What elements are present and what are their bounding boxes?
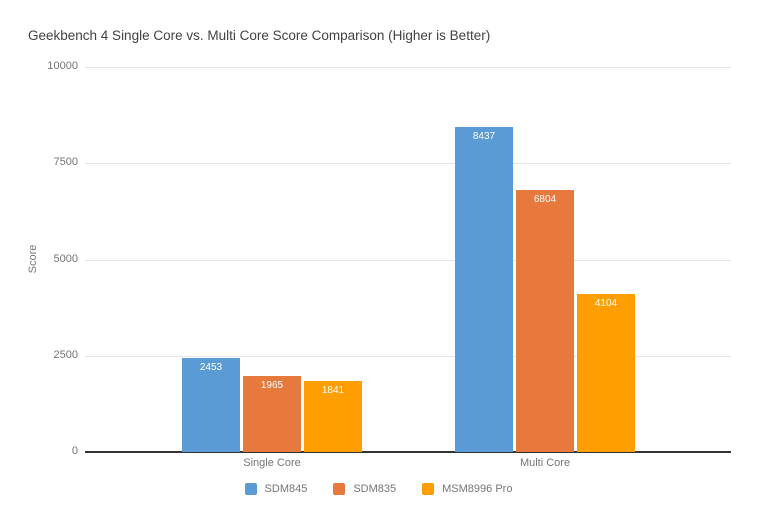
legend: SDM845 SDM835 MSM8996 Pro xyxy=(0,483,757,495)
bar-msm8996-pro-multi-core: 4104 xyxy=(577,293,635,452)
y-tick-label: 0 xyxy=(71,445,78,457)
bar-value-label: 1841 xyxy=(321,385,345,397)
x-axis-line xyxy=(85,451,731,453)
bar-value-label: 8437 xyxy=(472,131,496,143)
bar-sdm845-single-core: 2453 xyxy=(182,357,240,452)
y-tick-label: 5000 xyxy=(53,252,78,265)
gridline xyxy=(85,260,731,261)
y-tick-label: 2500 xyxy=(53,348,78,361)
bar-sdm835-multi-core: 6804 xyxy=(516,190,574,452)
gridline xyxy=(85,67,731,68)
chart-title: Geekbench 4 Single Core vs. Multi Core S… xyxy=(28,28,491,43)
legend-swatch xyxy=(422,483,435,495)
bar-msm8996-pro-single-core: 1841 xyxy=(304,381,362,452)
legend-label: SDM835 xyxy=(353,483,397,495)
legend-label: MSM8996 Pro xyxy=(442,483,513,495)
y-tick-label: 7500 xyxy=(53,156,78,169)
bar-value-label: 4104 xyxy=(594,297,618,309)
bar-sdm845-multi-core: 8437 xyxy=(455,127,513,452)
bar-value-label: 1965 xyxy=(260,380,284,392)
gridline xyxy=(85,356,731,357)
y-tick-label: 10000 xyxy=(47,60,78,72)
legend-item-msm8996-pro: MSM8996 Pro xyxy=(422,483,512,495)
bar-value-label: 6804 xyxy=(533,194,557,206)
legend-label: SDM845 xyxy=(264,483,308,495)
legend-swatch xyxy=(244,483,257,495)
legend-item-sdm845: SDM845 xyxy=(244,483,308,495)
gridline xyxy=(85,163,731,164)
x-category-label: Multi Core xyxy=(519,457,571,469)
legend-item-sdm835: SDM835 xyxy=(333,483,396,495)
legend-swatch xyxy=(333,483,346,495)
bar-sdm835-single-core: 1965 xyxy=(243,376,301,452)
bar-value-label: 2453 xyxy=(199,361,223,373)
x-category-label: Single Core xyxy=(243,457,301,469)
